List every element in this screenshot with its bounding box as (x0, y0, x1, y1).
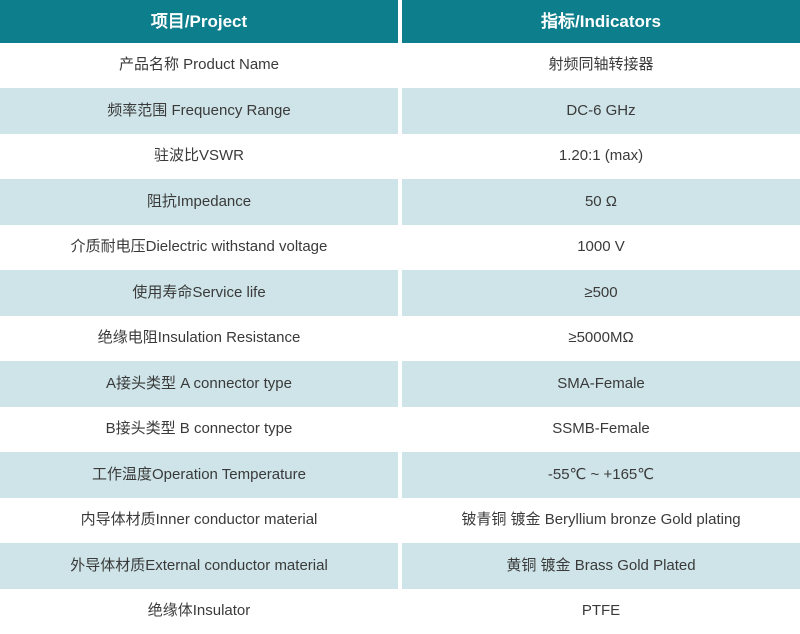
indicator-cell: ≥500 (402, 270, 800, 316)
table-row: 频率范围 Frequency Range DC-6 GHz (0, 88, 800, 134)
table-row: 阻抗Impedance 50 Ω (0, 179, 800, 225)
table-row: 使用寿命Service life ≥500 (0, 270, 800, 316)
indicator-cell: 1000 V (402, 224, 800, 271)
project-cell: B接头类型 B connector type (0, 406, 398, 453)
table-row: 绝缘体Insulator PTFE (0, 588, 800, 634)
project-cell: 驻波比VSWR (0, 133, 398, 180)
table-row: 工作温度Operation Temperature -55℃ ~ +165℃ (0, 452, 800, 498)
indicator-cell: 1.20:1 (max) (402, 133, 800, 180)
project-cell: 外导体材质External conductor material (0, 543, 398, 589)
table-row: 绝缘电阻Insulation Resistance ≥5000MΩ (0, 315, 800, 362)
indicator-cell: PTFE (402, 588, 800, 634)
project-cell: 阻抗Impedance (0, 179, 398, 225)
indicator-cell: -55℃ ~ +165℃ (402, 452, 800, 498)
table-row: 内导体材质Inner conductor material 铍青铜 镀金 Bery… (0, 497, 800, 544)
project-cell: 绝缘体Insulator (0, 588, 398, 634)
indicator-cell: 50 Ω (402, 179, 800, 225)
project-cell: 工作温度Operation Temperature (0, 452, 398, 498)
table-row: 外导体材质External conductor material 黄铜 镀金 Br… (0, 543, 800, 589)
project-cell: 介质耐电压Dielectric withstand voltage (0, 224, 398, 271)
header-cell-indicators: 指标/Indicators (402, 0, 800, 43)
table-row: 介质耐电压Dielectric withstand voltage 1000 V (0, 224, 800, 271)
table-row: 驻波比VSWR 1.20:1 (max) (0, 133, 800, 180)
indicator-cell: SSMB-Female (402, 406, 800, 453)
table-row: B接头类型 B connector type SSMB-Female (0, 406, 800, 453)
project-cell: 产品名称 Product Name (0, 43, 398, 89)
indicator-cell: DC-6 GHz (402, 88, 800, 134)
project-cell: 频率范围 Frequency Range (0, 88, 398, 134)
indicator-cell: 铍青铜 镀金 Beryllium bronze Gold plating (402, 497, 800, 544)
indicator-cell: 黄铜 镀金 Brass Gold Plated (402, 543, 800, 589)
table-header-row: 项目/Project 指标/Indicators (0, 0, 800, 43)
indicator-cell: ≥5000MΩ (402, 315, 800, 362)
indicator-cell: SMA-Female (402, 361, 800, 407)
project-cell: 绝缘电阻Insulation Resistance (0, 315, 398, 362)
project-cell: A接头类型 A connector type (0, 361, 398, 407)
indicator-cell: 射频同轴转接器 (402, 43, 800, 89)
project-cell: 内导体材质Inner conductor material (0, 497, 398, 544)
table-row: A接头类型 A connector type SMA-Female (0, 361, 800, 407)
header-cell-project: 项目/Project (0, 0, 398, 43)
project-cell: 使用寿命Service life (0, 270, 398, 316)
table-row: 产品名称 Product Name 射频同轴转接器 (0, 43, 800, 89)
